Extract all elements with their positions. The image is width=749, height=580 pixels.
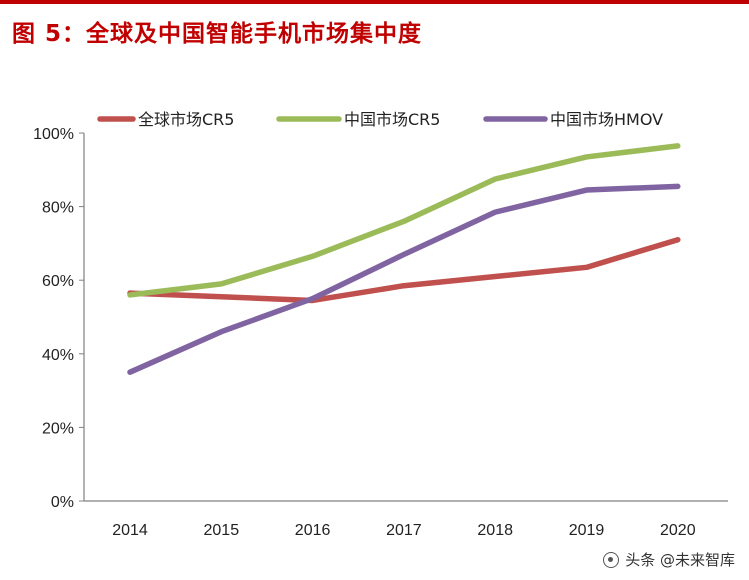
x-tick-label: 2016 [295,522,331,539]
x-tick-label: 2018 [477,522,513,539]
y-tick-label: 0% [51,494,74,511]
x-tick-label: 2017 [386,522,422,539]
y-tick-label: 80% [42,200,74,217]
tick-labels: 0% 20% 40% 60% 80% 100% 2014 2015 2016 2017 2018 20… [33,126,696,539]
y-tick-label: 40% [42,347,74,364]
axes [83,133,728,502]
x-tick-label: 2015 [204,522,240,539]
legend: 全球市场CR5 中国市场CR5 中国市场HMOV [97,110,663,129]
legend-label: 全球市场CR5 [138,110,234,129]
legend-label: 中国市场HMOV [550,110,663,129]
x-tick-label: 2020 [660,522,696,539]
watermark-logo-icon [603,551,620,568]
x-tick-label: 2014 [112,522,148,539]
figure-title: 图 5：全球及中国智能手机市场集中度 [12,21,423,47]
y-tick-label: 60% [42,273,74,290]
series-line [127,236,681,304]
y-tick-label: 20% [42,420,74,437]
series-lines [127,143,681,375]
series-line [127,183,681,375]
x-tick-label: 2019 [569,522,605,539]
legend-label: 中国市场CR5 [344,110,440,129]
top-rule [0,0,749,4]
watermark: 头条 @未来智库 [603,549,735,570]
y-tick-label: 100% [33,126,74,143]
watermark-text: 头条 @未来智库 [625,551,735,569]
series-line [127,143,681,298]
